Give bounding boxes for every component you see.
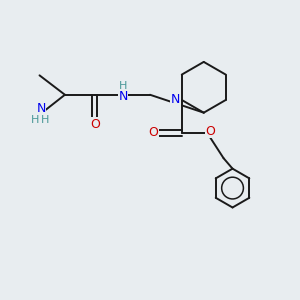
Text: N: N [118,90,128,103]
Text: O: O [205,125,215,138]
Text: H: H [41,115,50,124]
Text: H: H [31,115,39,124]
Text: N: N [170,94,180,106]
Text: O: O [90,118,100,131]
Text: O: O [148,126,158,139]
Text: N: N [36,102,46,115]
Text: H: H [119,81,127,92]
